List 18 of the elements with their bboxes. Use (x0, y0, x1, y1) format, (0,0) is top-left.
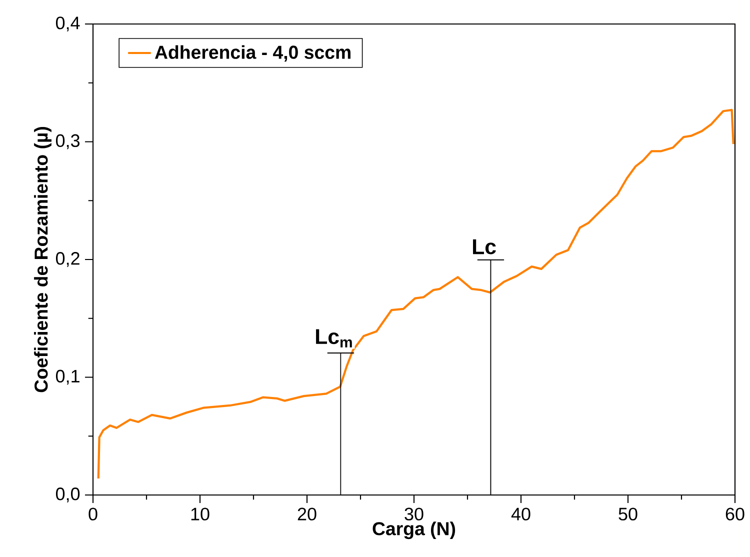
y-axis-title: Coeficiente de Rozamiento (µ) (34, 126, 52, 392)
x-tick-label: 10 (191, 508, 210, 520)
line-series (97, 108, 734, 480)
ref-line-label: Lc (473, 239, 496, 254)
legend-label: Adherencia - 4,0 sccm (154, 45, 350, 62)
y-tick-label: 0,1 (56, 370, 80, 385)
x-tick-label: 20 (298, 508, 316, 520)
x-axis-title: Carga (N) (372, 522, 456, 540)
y-tick-label: 0,3 (56, 134, 80, 150)
y-tick-label: 0,2 (56, 252, 80, 267)
x-tick-label: 40 (511, 508, 530, 520)
y-tick-label: 0,4 (56, 16, 80, 32)
x-tick-label: 60 (726, 508, 744, 520)
ref-line-label: Lc$_{m}$ (316, 329, 352, 348)
y-tick-label: 0,0 (56, 488, 80, 502)
x-tick-label: 50 (618, 508, 638, 520)
x-tick-label: 30 (404, 508, 424, 520)
x-tick-label: 0 (88, 508, 98, 520)
